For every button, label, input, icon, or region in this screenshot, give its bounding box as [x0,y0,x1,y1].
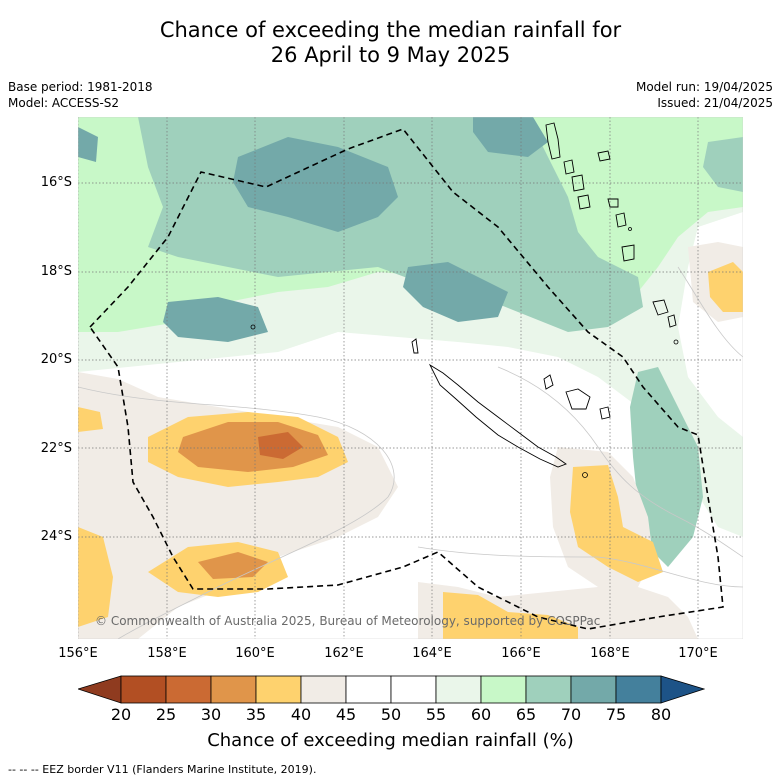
map-title: Chance of exceeding the median rainfall … [0,18,781,68]
colorbar-tick: 70 [560,705,582,724]
colorbar-cell [390,675,437,704]
colorbar-tick: 30 [200,705,222,724]
contour-70-75 [473,117,548,157]
model-run: Model run: 19/04/2025 [635,80,773,94]
lat-label-16s: 16°S [40,175,72,190]
contour-lines [78,266,743,639]
lat-label-24s: 24°S [40,529,72,544]
contour-70-75 [163,297,268,342]
colorbar-cell [435,675,482,704]
contour-35-40 [570,465,663,582]
lon-label-156e: 156°E [58,646,98,661]
meta-left: Base period: 1981-2018 Model: ACCESS-S2 [8,79,153,111]
contour-25-30 [258,432,303,459]
colorbar-tick: 35 [245,705,267,724]
colorbar-cell [255,675,302,704]
lon-label-168e: 168°E [590,646,630,661]
contour-35-40 [443,592,578,639]
colorbar-high-extension [660,675,705,704]
lon-label-158e: 158°E [147,646,187,661]
lat-label-22s: 22°S [40,441,72,456]
colorbar-tick: 40 [290,705,312,724]
lon-label-160e: 160°E [235,646,275,661]
lon-label-164e: 164°E [412,646,452,661]
colorbar-tick: 25 [155,705,177,724]
copyright-notice: © Commonwealth of Australia 2025, Bureau… [95,614,601,628]
colorbar-tick: 60 [470,705,492,724]
colorbar-tick: 65 [515,705,537,724]
colorbar-cell [165,675,212,704]
new-caledonia-landmass [428,363,567,468]
colorbar-tick: 75 [605,705,627,724]
colorbar-low-extension [78,675,122,704]
colorbar-cell [345,675,392,704]
issued-date: Issued: 21/04/2025 [657,96,773,110]
contour-65-70 [703,137,743,192]
title-line-2: 26 April to 9 May 2025 [270,43,511,67]
contour-30-35 [198,552,268,579]
rainfall-map [78,117,743,639]
lon-label-162e: 162°E [324,646,364,661]
colorbar-cell [210,675,257,704]
eez-footnote: -- -- -- EEZ border V11 (Flanders Marine… [8,763,317,776]
colorbar-tick: 80 [650,705,672,724]
colorbar-cell [120,675,167,704]
contour-35-40 [78,527,113,627]
colorbar-cell [570,675,617,704]
contour-70-75 [233,137,398,232]
title-line-1: Chance of exceeding the median rainfall … [159,18,622,42]
colorbar-tick: 45 [335,705,357,724]
meta-right: Model run: 19/04/2025 Issued: 21/04/2025 [636,79,773,111]
model-name: Model: ACCESS-S2 [8,96,120,110]
contour-65-70 [630,367,703,567]
colorbar-cell [615,675,662,704]
colorbar-tick: 50 [380,705,402,724]
vanuatu-islands [545,122,677,328]
contour-70-75 [78,127,98,162]
colorbar-tick: 55 [425,705,447,724]
colorbar-cell [525,675,572,704]
contour-70-75 [403,262,508,322]
eez-border [88,128,724,630]
contour-35-40 [78,407,103,432]
colorbar-title: Chance of exceeding median rainfall (%) [207,730,574,751]
lon-label-166e: 166°E [501,646,541,661]
graticule [78,117,743,639]
loyalty-islands [411,338,611,420]
colorbar-tick: 20 [110,705,132,724]
colorbar [78,675,705,704]
base-period: Base period: 1981-2018 [8,80,153,94]
colorbar-cell [480,675,527,704]
colorbar-cell [300,675,347,704]
contour-35-40 [708,262,743,312]
lat-label-20s: 20°S [40,352,72,367]
lon-label-170e: 170°E [678,646,718,661]
lat-label-18s: 18°S [40,264,72,279]
